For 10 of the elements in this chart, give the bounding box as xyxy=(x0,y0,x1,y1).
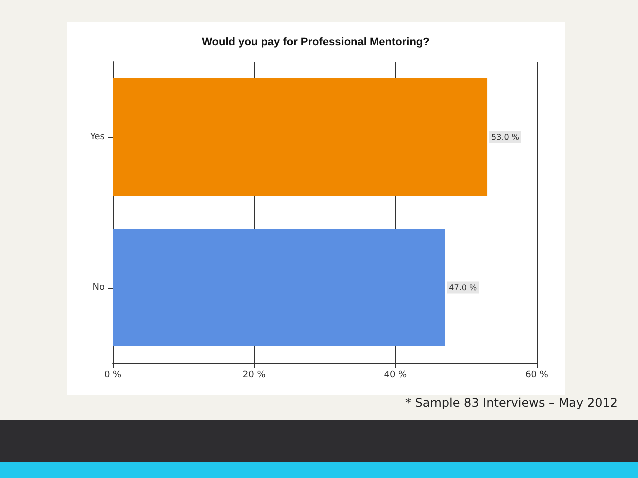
x-tick-label: 20 % xyxy=(242,370,266,380)
text: * Sample 83 Interviews – May 2012 xyxy=(405,396,618,410)
y-tick-label: Yes xyxy=(89,132,106,142)
x-tick-label: 60 % xyxy=(526,370,549,380)
x-tick-label: 40 % xyxy=(384,370,408,380)
data-label: 47.0 % xyxy=(449,283,478,292)
x-tick-label: 0 % xyxy=(104,370,122,380)
data-label: 53.0 % xyxy=(492,132,520,142)
chart-title: Would you pay for Professional Mentoring? xyxy=(202,36,430,48)
y-tick-label: No xyxy=(92,282,106,293)
